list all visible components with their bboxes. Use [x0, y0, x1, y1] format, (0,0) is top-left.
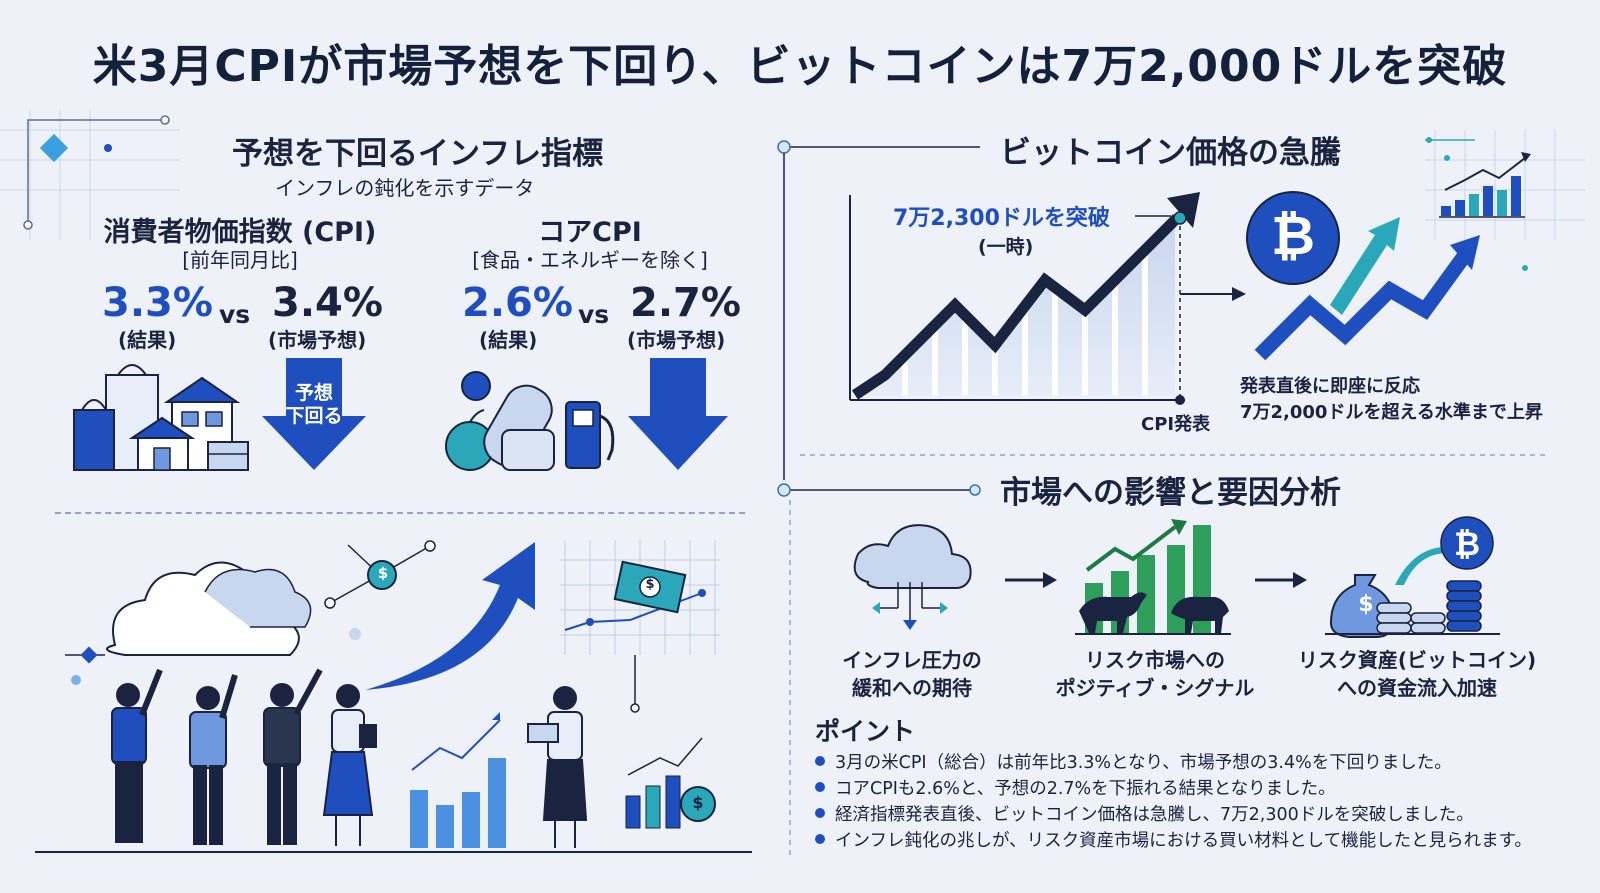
inflation-subheading: インフレの鈍化を示すデータ	[275, 176, 535, 200]
bitcoin-heading: ビットコイン価格の急騰	[1000, 135, 1341, 171]
bitcoin-notes: 発表直後に即座に反応 7万2,000ドルを超える水準まで上昇	[1240, 374, 1543, 426]
below-forecast-arrow-label: 予想 下回る	[262, 382, 366, 428]
food-fuel-icon	[445, 371, 615, 471]
impact-step-3-line1: リスク資産(ビットコイン)	[1297, 648, 1537, 672]
cpi-forecast-value: 3.4%	[272, 280, 383, 326]
core-cpi-result-label: (結果)	[479, 328, 538, 352]
decor-grid-left	[0, 110, 180, 240]
core-cpi-forecast-value: 2.7%	[630, 280, 741, 326]
point-item: 3月の米CPI（総合）は前年比3.3%となり、市場予想の3.4%を下回りました。	[815, 748, 1532, 774]
core-cpi-label: コアCPI	[538, 217, 642, 248]
cpi-result-label: (結果)	[118, 328, 177, 352]
points-title: ポイント	[815, 717, 916, 746]
core-cpi-vs: vs	[578, 300, 610, 329]
flow-arrow-2-icon	[1255, 572, 1307, 588]
bitcoin-symbol: ₿	[1270, 204, 1315, 267]
point-item: 経済指標発表直後、ビットコイン価格は急騰し、7万2,300ドルを突破しました。	[815, 800, 1532, 826]
arrow-text-1: 予想	[294, 382, 333, 404]
bullet-icon	[815, 782, 825, 792]
bitcoin-price-chart	[849, 192, 1200, 405]
impact-step-3: リスク資産(ビットコイン) への資金流入加速	[1282, 646, 1552, 702]
bullet-icon	[815, 756, 825, 766]
cpi-label: 消費者物価指数 (CPI)	[103, 217, 377, 248]
core-down-arrow-icon	[628, 358, 728, 470]
impact-step-2-line2: ポジティブ・シグナル	[1055, 676, 1255, 700]
inflation-heading: 予想を下回るインフレ指標	[232, 136, 604, 172]
cpi-vs: vs	[219, 300, 251, 329]
cpi-result-value: 3.3%	[102, 280, 213, 326]
dollar-small-coin-icon: $	[692, 793, 704, 812]
money-bag-dollar-icon: $	[1358, 592, 1374, 617]
dollar-coin-icon: $	[377, 564, 389, 582]
bitcoin-coin-icon	[1246, 191, 1340, 285]
point-text: 3月の米CPI（総合）は前年比3.3%となり、市場予想の3.4%を下回りました。	[835, 752, 1452, 773]
bitcoin-note-2: 7万2,000ドルを超える水準まで上昇	[1240, 402, 1543, 423]
impact-step-3-line2: への資金流入加速	[1337, 676, 1497, 700]
impact-step-2-line1: リスク市場への	[1085, 648, 1225, 672]
cpi-forecast-label: (市場予想)	[268, 328, 367, 352]
rising-arrows-icon	[1254, 217, 1480, 361]
flow-coin-symbol: ₿	[1453, 525, 1481, 563]
bitcoin-note-1: 発表直後に即座に反応	[1240, 376, 1420, 397]
left-divider	[55, 512, 745, 514]
bull-bear-market-icon	[1075, 519, 1231, 635]
cpi-release-marker: CPI発表	[1141, 414, 1211, 435]
impact-heading: 市場への影響と要因分析	[1000, 475, 1341, 511]
point-text: インフレ鈍化の兆しが、リスク資産市場における買い材料として機能したと見られます。	[835, 830, 1532, 851]
points-list: 3月の米CPI（総合）は前年比3.3%となり、市場予想の3.4%を下回りました。…	[815, 748, 1532, 852]
bitcoin-peak-label: 7万2,300ドルを突破	[893, 206, 1110, 231]
impact-step-1-line2: 緩和への期待	[852, 676, 972, 700]
flow-arrow-1-icon	[1005, 572, 1057, 588]
arrow-text-2: 下回る	[285, 405, 343, 427]
impact-step-1: インフレ圧力の 緩和への期待	[812, 646, 1012, 702]
people-illustration	[35, 540, 752, 853]
core-cpi-forecast-label: (市場予想)	[627, 328, 726, 352]
arrow-right-icon	[1180, 287, 1246, 301]
shopping-houses-icon	[73, 364, 249, 471]
down-arrow-icon	[262, 358, 366, 470]
bitcoin-peak-sub: (一時)	[978, 236, 1034, 258]
impact-step-2: リスク市場への ポジティブ・シグナル	[1040, 646, 1270, 702]
point-text: 経済指標発表直後、ビットコイン価格は急騰し、7万2,300ドルを突破しました。	[835, 804, 1474, 825]
cpi-bracket: [前年同月比]	[182, 248, 298, 272]
bullet-icon	[815, 834, 825, 844]
point-item: コアCPIも2.6%と、予想の2.7%を下振れる結果となりました。	[815, 774, 1532, 800]
mini-bar-chart-icon	[1425, 130, 1585, 271]
point-text: コアCPIも2.6%と、予想の2.7%を下振れる結果となりました。	[835, 778, 1336, 799]
core-cpi-result-value: 2.6%	[462, 280, 573, 326]
bullet-icon	[815, 808, 825, 818]
money-bag-coins-icon	[1325, 516, 1500, 638]
page-title: 米3月CPIが市場予想を下回り、ビットコインは7万2,000ドルを突破	[92, 41, 1508, 92]
point-item: インフレ鈍化の兆しが、リスク資産市場における買い材料として機能したと見られます。	[815, 826, 1532, 852]
impact-step-1-line1: インフレ圧力の	[842, 648, 982, 672]
dollar-bill-icon: $	[645, 577, 655, 592]
cloud-pressure-icon	[853, 524, 972, 630]
core-cpi-bracket: [食品・エネルギーを除く]	[472, 248, 708, 272]
